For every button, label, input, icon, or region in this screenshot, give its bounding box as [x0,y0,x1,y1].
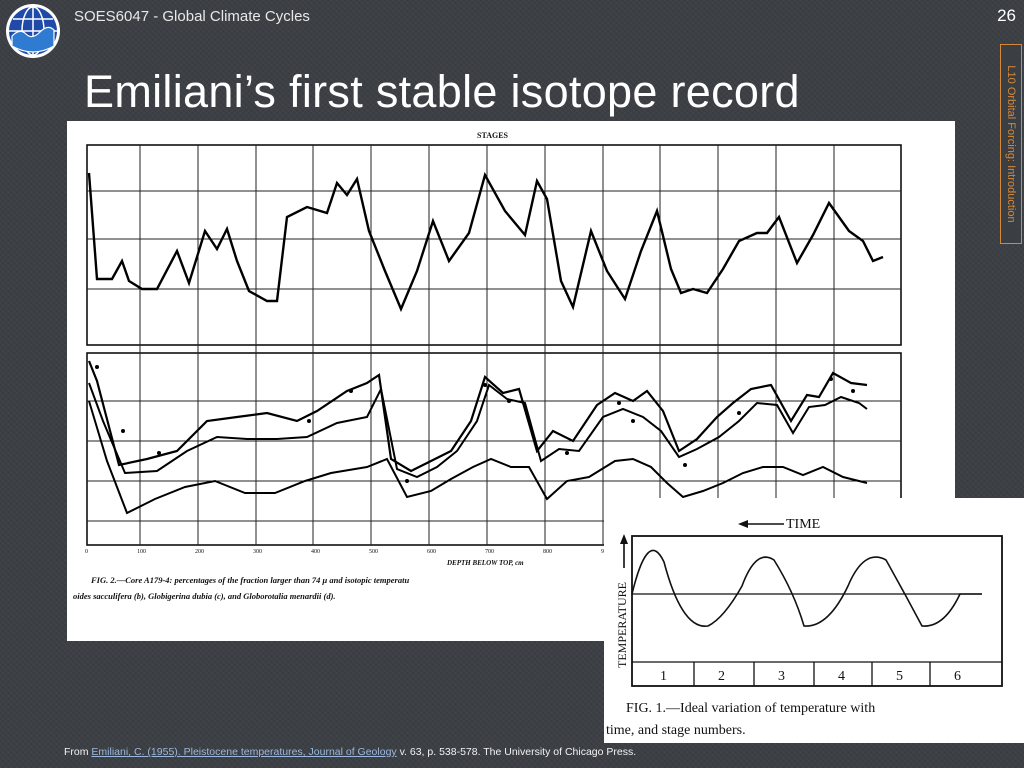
slide-title: Emiliani’s first stable isotope record [84,66,800,117]
figure-ideal-temperature-variation: TIME TEMPERATURE 1 2 3 4 5 6 FIG. 1.—Ide… [604,498,1024,743]
side-tab-label: L10 Orbital Forcing: Introduction [1005,65,1017,223]
svg-text:0: 0 [85,549,88,555]
slide-number: 26 [997,6,1016,25]
svg-text:600: 600 [427,549,436,555]
svg-text:200: 200 [195,549,204,555]
svg-text:400: 400 [311,549,320,555]
figure-core-a179-4: STAGES [67,121,955,641]
time-label: TIME [786,517,820,532]
stage-number-6: 6 [954,669,961,684]
figure1-caption-line1: FIG. 1.—Ideal variation of temperature w… [626,701,875,716]
citation-suffix: v. 63, p. 538-578. The University of Chi… [396,746,637,758]
section-side-tab[interactable]: L10 Orbital Forcing: Introduction [1000,44,1022,244]
stages-label: STAGES [477,131,509,140]
stage-number-5: 5 [896,669,903,684]
svg-text:300: 300 [253,549,262,555]
figure2-caption-line2: oides sacculifera (b), Globigerina dubia… [73,591,336,601]
stage-number-4: 4 [838,669,845,684]
svg-text:100: 100 [137,549,146,555]
source-citation: From Emiliani, C. (1955). Pleistocene te… [64,746,636,758]
citation-prefix: From [64,746,92,758]
temperature-label: TEMPERATURE [615,582,629,668]
svg-text:800: 800 [543,549,552,555]
stage-number-2: 2 [718,669,725,684]
figure2-caption-line1: FIG. 2.—Core A179-4: percentages of the … [90,575,409,585]
x-axis-label: DEPTH BELOW TOP, cm [446,559,524,567]
citation-link[interactable]: Emiliani, C. (1955). Pleistocene tempera… [91,746,397,758]
temperature-arrow-icon [620,534,628,544]
figure-core-a179-4-drawing: STAGES [67,121,955,641]
figure-ideal-temperature-drawing: TIME TEMPERATURE 1 2 3 4 5 6 FIG. 1.—Ide… [604,498,1024,743]
svg-text:500: 500 [369,549,378,555]
stage-number-3: 3 [778,669,785,684]
university-globe-logo-icon [6,4,60,58]
course-title: SOES6047 - Global Climate Cycles [74,8,310,25]
time-arrow-icon [738,520,748,528]
stage-number-1: 1 [660,669,667,684]
figure1-caption-line2: time, and stage numbers. [606,723,746,738]
svg-text:700: 700 [485,549,494,555]
